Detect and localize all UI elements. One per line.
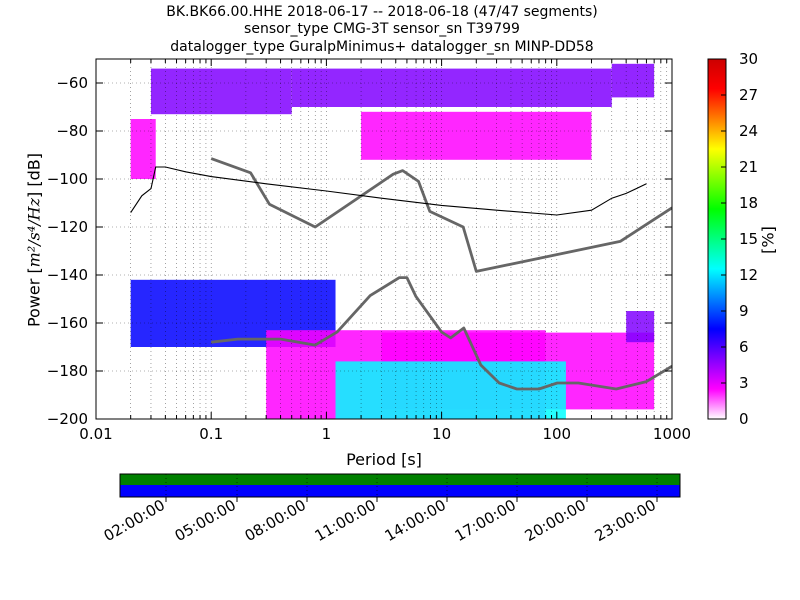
colorbar-tick-label: 27 [739,86,758,104]
timeline-tick-label: 17:00:00 [452,496,519,545]
colorbar: 0 3 6 9 12 15 18 21 24 27 30 [707,50,758,428]
x-tick-label: 100 [542,425,571,443]
y-tick-label: −180 [47,362,88,380]
timeline-tick-label: 20:00:00 [522,496,589,545]
timeline-tick-label: 08:00:00 [242,496,309,545]
x-tick-label: 0.1 [199,425,223,443]
y-tick-label: −80 [56,122,88,140]
data-coverage-timeline: 02:00:00 05:00:00 08:00:00 11:00:00 14:00:00… [101,473,681,545]
timeline-top-bar [120,474,680,485]
title-line-1: BK.BK66.00.HHE 2018-06-17 -- 2018-06-18 … [166,4,598,20]
timeline-tick-label: 11:00:00 [312,496,379,545]
colorbar-tick-label: 12 [739,266,758,284]
y-tick-label: −60 [56,74,88,92]
density-band-9 [626,311,655,343]
x-axis: 0.01 0.1 1 10 100 1000 Period [s] [79,59,691,469]
density-band-1 [150,68,292,115]
density-band-0 [130,119,156,179]
timeline-tick-label: 02:00:00 [101,496,168,545]
colorbar-tick-label: 15 [739,230,758,248]
y-tick-label: −100 [47,170,88,188]
y-axis: −200 −180 −160 −140 −120 −100 −80 −60 [47,74,672,428]
plot-frame [95,58,673,420]
timeline-frame [119,473,681,498]
colorbar-tick-label: 24 [739,122,758,140]
y-tick-label: −160 [47,314,88,332]
colorbar-tick-label: 21 [739,158,758,176]
mode-curve [130,166,647,216]
title-line-2: sensor_type CMG-3T sensor_sn T39799 [244,21,520,37]
x-tick-label: 1 [322,425,332,443]
y-tick-label: −120 [47,218,88,236]
y-axis-label: Power [m²/s⁴/Hz] [dB] [25,153,44,327]
figure-titles: BK.BK66.00.HHE 2018-06-17 -- 2018-06-18 … [166,4,598,55]
density-bands [130,63,655,419]
nlnm-curve [211,276,672,391]
nhnm-curve [210,157,672,273]
y-axis-label-suffix: ] [dB] [24,152,44,198]
density-band-2 [291,68,612,107]
title-line-3: datalogger_type GuralpMinimus+ datalogge… [170,39,593,55]
x-tick-label: 0.01 [79,425,112,443]
colorbar-tick-label: 0 [739,410,749,428]
colorbar-tick-label: 3 [739,374,749,392]
density-band-3 [611,63,655,98]
colorbar-label: [%] [758,226,778,254]
colorbar-tick-label: 6 [739,338,749,356]
colorbar-tick-label: 18 [739,194,758,212]
x-tick-label: 1000 [653,425,691,443]
y-axis-label-unit: m²/s⁴/Hz [24,197,44,268]
y-axis-label-prefix: Power [ [24,267,44,328]
y-tick-label: −200 [47,410,88,428]
colorbar-tick-label: 9 [739,302,749,320]
timeline-tick-label: 23:00:00 [592,496,659,545]
timeline-tick-label: 14:00:00 [382,496,449,545]
timeline-tick-label: 05:00:00 [172,496,239,545]
x-axis-label: Period [s] [346,450,422,469]
x-tick-label: 10 [432,425,451,443]
timeline-bottom-bar [120,485,680,497]
colorbar-tick-label: 30 [739,50,758,68]
y-tick-label: −140 [47,266,88,284]
curves [130,157,672,391]
